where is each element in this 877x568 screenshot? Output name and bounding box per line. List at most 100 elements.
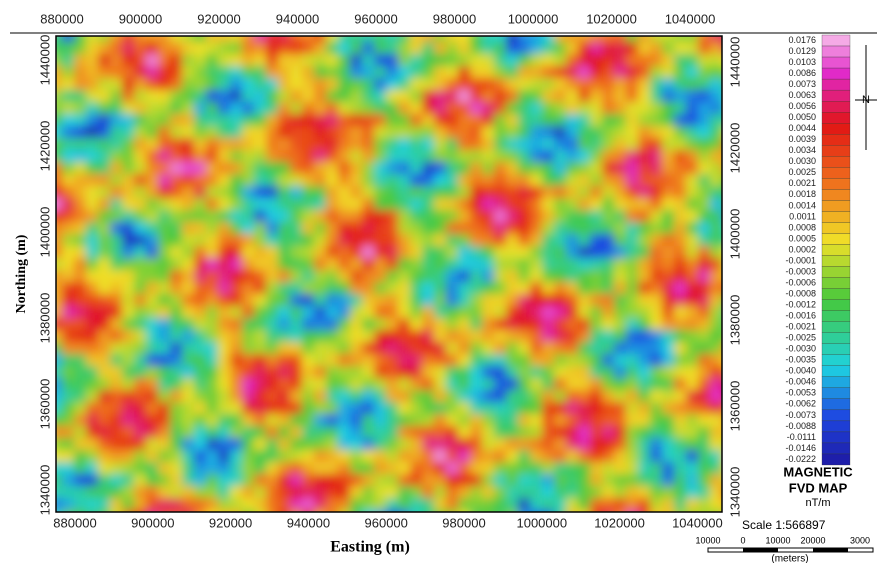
map-cell	[518, 138, 530, 150]
colorbar-swatch	[821, 321, 851, 333]
map-cell	[470, 498, 482, 510]
map-cell	[74, 54, 86, 66]
map-cell	[518, 402, 530, 414]
map-cell	[122, 138, 134, 150]
colorbar-swatch	[821, 101, 851, 113]
map-cell	[122, 402, 134, 414]
map-cell	[398, 402, 410, 414]
map-cell	[278, 54, 290, 66]
map-cell	[338, 114, 350, 126]
map-cell	[98, 138, 110, 150]
map-cell	[98, 378, 110, 390]
map-cell	[158, 450, 170, 462]
map-cell	[194, 36, 206, 42]
map-cell	[698, 174, 710, 186]
map-cell	[554, 162, 566, 174]
map-cell	[626, 78, 638, 90]
map-cell	[314, 138, 326, 150]
map-cell	[530, 330, 542, 342]
map-cell	[530, 462, 542, 474]
colorbar-label: 0.0002	[788, 244, 816, 254]
map-cell	[674, 234, 686, 246]
map-cell	[146, 438, 158, 450]
map-cell	[410, 66, 422, 78]
map-cell	[350, 258, 362, 270]
map-cell	[206, 198, 218, 210]
map-cell	[494, 318, 506, 330]
map-cell	[590, 426, 602, 438]
map-cell	[374, 186, 386, 198]
map-cell	[518, 36, 530, 42]
map-cell	[566, 162, 578, 174]
map-cell	[158, 486, 170, 498]
map-cell	[650, 378, 662, 390]
map-cell	[302, 126, 314, 138]
map-cell	[698, 390, 710, 402]
map-cell	[122, 186, 134, 198]
map-cell	[614, 462, 626, 474]
map-cell	[410, 150, 422, 162]
map-cell	[434, 414, 446, 426]
map-cell	[566, 390, 578, 402]
map-cell	[602, 402, 614, 414]
map-cell	[494, 90, 506, 102]
map-cell	[614, 162, 626, 174]
map-cell	[110, 186, 122, 198]
map-cell	[626, 198, 638, 210]
map-cell	[482, 90, 494, 102]
map-cell	[458, 138, 470, 150]
map-cell	[242, 486, 254, 498]
map-cell	[266, 414, 278, 426]
map-cell	[62, 498, 74, 510]
map-cell	[386, 258, 398, 270]
map-cell	[146, 114, 158, 126]
map-cell	[158, 222, 170, 234]
map-cell	[410, 36, 422, 42]
map-cell	[386, 450, 398, 462]
map-cell	[242, 318, 254, 330]
map-cell	[302, 162, 314, 174]
map-cell	[242, 414, 254, 426]
map-cell	[698, 234, 710, 246]
colorbar-swatch	[821, 244, 851, 256]
map-cell	[506, 222, 518, 234]
map-cell	[86, 66, 98, 78]
map-cell	[482, 426, 494, 438]
map-cell	[590, 486, 602, 498]
map-cell	[398, 222, 410, 234]
map-cell	[566, 294, 578, 306]
map-cell	[614, 342, 626, 354]
map-cell	[554, 198, 566, 210]
map-cell	[638, 36, 650, 42]
map-cell	[398, 150, 410, 162]
colorbar-swatch	[821, 112, 851, 124]
map-cell	[314, 342, 326, 354]
map-cell	[722, 102, 734, 114]
map-cell	[122, 450, 134, 462]
map-cell	[410, 462, 422, 474]
map-cell	[350, 36, 362, 42]
map-cell	[566, 330, 578, 342]
map-cell	[290, 114, 302, 126]
map-cell	[110, 378, 122, 390]
map-cell	[374, 378, 386, 390]
map-cell	[518, 258, 530, 270]
map-cell	[278, 414, 290, 426]
map-cell	[578, 462, 590, 474]
map-cell	[662, 354, 674, 366]
map-cell	[434, 486, 446, 498]
map-cell	[62, 330, 74, 342]
map-cell	[470, 186, 482, 198]
map-cell	[278, 438, 290, 450]
map-cell	[698, 126, 710, 138]
map-cell	[434, 78, 446, 90]
map-cell	[422, 198, 434, 210]
map-cell	[530, 318, 542, 330]
map-cell	[638, 318, 650, 330]
map-cell	[254, 378, 266, 390]
map-cell	[590, 150, 602, 162]
map-cell	[266, 162, 278, 174]
map-cell	[530, 342, 542, 354]
map-cell	[314, 150, 326, 162]
map-cell	[698, 138, 710, 150]
